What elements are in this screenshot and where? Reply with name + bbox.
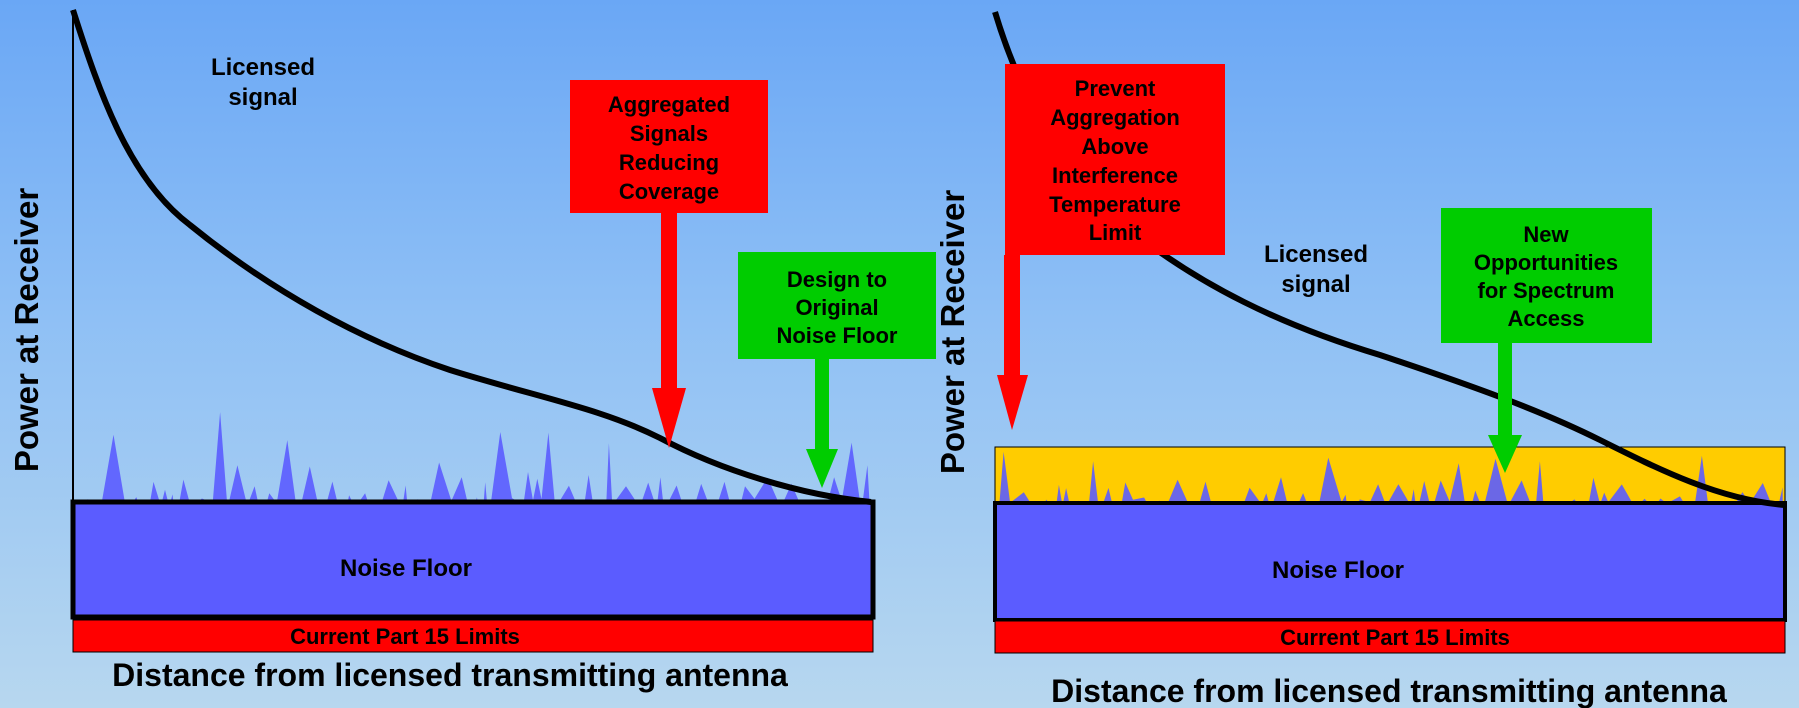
left-green-callout-line-2: Original <box>795 295 878 320</box>
right-panel: Noise Floor Current Part 15 Limits Power… <box>934 11 1787 708</box>
left-green-callout-line-1: Design to <box>787 267 887 292</box>
right-limits-bar <box>994 620 1786 654</box>
left-signal-label-1: Licensed <box>211 54 315 81</box>
left-green-arrow-head <box>806 449 838 488</box>
left-panel: Noise Floor Current Part 15 Limits Power… <box>8 9 936 693</box>
left-limits-label: Current Part 15 Limits <box>290 624 520 649</box>
left-green-arrow-shaft <box>815 359 829 449</box>
right-red-callout-line-2: Aggregation <box>1050 105 1180 130</box>
right-y-axis-label: Power at Receiver <box>934 190 971 474</box>
right-green-callout-line-2: Opportunities <box>1474 250 1618 275</box>
left-x-axis-label: Distance from licensed transmitting ante… <box>112 657 788 693</box>
right-noise-floor-label: Noise Floor <box>1272 557 1404 584</box>
left-green-callout <box>738 252 936 359</box>
left-noise-floor-label: Noise Floor <box>340 555 472 582</box>
left-red-callout <box>570 80 768 213</box>
right-red-callout-line-6: Limit <box>1089 220 1142 245</box>
left-red-callout-line-4: Coverage <box>619 179 719 204</box>
right-x-axis-label: Distance from licensed transmitting ante… <box>1051 673 1727 708</box>
left-red-arrow-shaft <box>661 213 677 388</box>
right-signal-label-1: Licensed <box>1264 241 1368 268</box>
right-green-callout-line-4: Access <box>1507 306 1584 331</box>
right-green-callout-line-1: New <box>1523 222 1569 247</box>
left-red-callout-line-2: Signals <box>630 121 708 146</box>
right-signal-label-2: signal <box>1281 271 1350 298</box>
right-green-callout-line-3: for Spectrum <box>1478 278 1615 303</box>
right-limits-label: Current Part 15 Limits <box>1280 625 1510 650</box>
left-red-callout-line-1: Aggregated <box>608 92 730 117</box>
right-green-arrow-head <box>1488 435 1522 473</box>
left-y-axis-label: Power at Receiver <box>8 188 45 472</box>
left-signal-curve <box>70 9 872 505</box>
right-red-callout-line-3: Above <box>1081 134 1148 159</box>
left-red-callout-line-3: Reducing <box>619 150 719 175</box>
right-red-arrow-head <box>997 375 1028 430</box>
right-noise-floor-box <box>993 501 1787 622</box>
left-green-callout-line-3: Noise Floor <box>776 323 897 348</box>
right-red-callout-line-4: Interference <box>1052 163 1178 188</box>
right-red-callout-line-1: Prevent <box>1075 76 1156 101</box>
right-red-callout <box>1005 64 1225 255</box>
left-noise-floor-box <box>70 499 876 620</box>
right-red-callout-line-5: Temperature <box>1049 192 1181 217</box>
right-red-arrow-shaft <box>1004 255 1020 375</box>
right-green-callout <box>1441 208 1652 343</box>
left-red-arrow-head <box>652 388 686 448</box>
left-limits-bar <box>72 619 874 653</box>
left-signal-label-2: signal <box>228 84 297 111</box>
right-green-arrow-shaft <box>1498 343 1512 435</box>
